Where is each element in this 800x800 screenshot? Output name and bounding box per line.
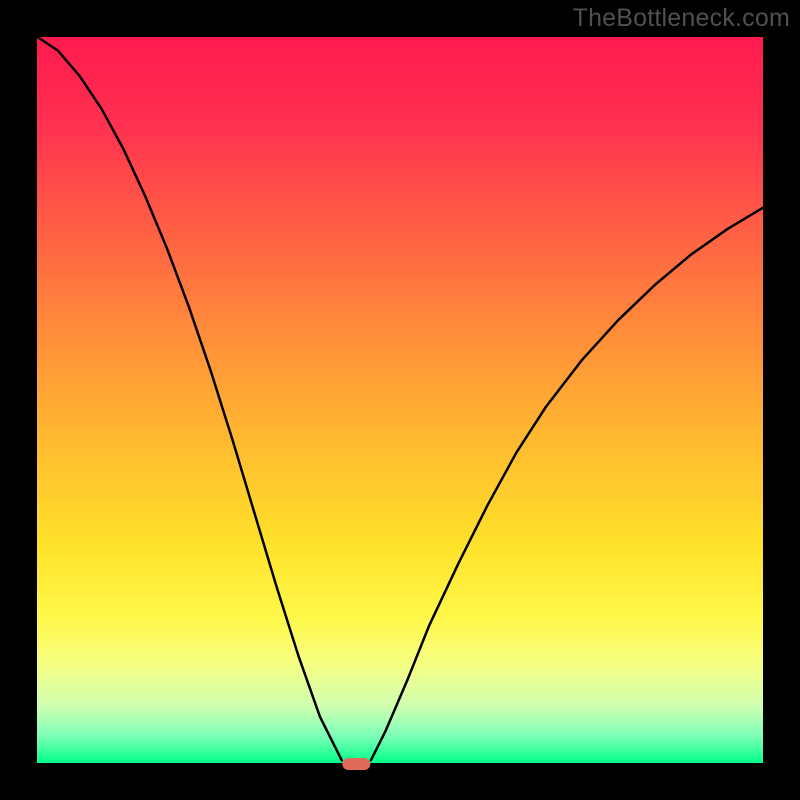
watermark-text: TheBottleneck.com bbox=[573, 4, 790, 33]
bottleneck-chart bbox=[0, 0, 800, 800]
plot-background bbox=[36, 36, 764, 764]
chart-stage: TheBottleneck.com bbox=[0, 0, 800, 800]
minimum-marker bbox=[342, 758, 370, 770]
